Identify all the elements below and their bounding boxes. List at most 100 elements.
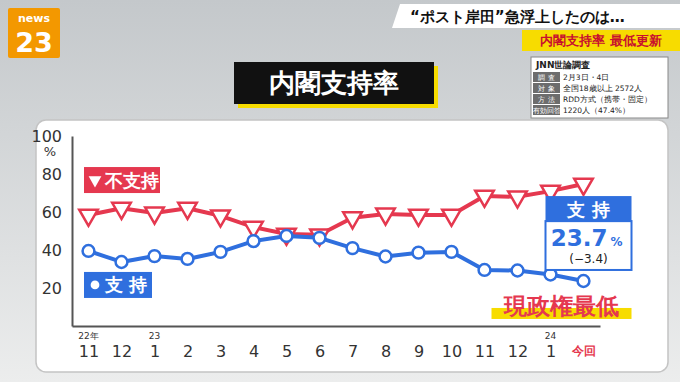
tick: 40 xyxy=(42,241,72,260)
tick: 3 xyxy=(216,326,226,361)
tick-label: 2 xyxy=(183,342,193,361)
callout-unit: % xyxy=(611,235,623,249)
y-unit: % xyxy=(44,144,56,159)
logo-box xyxy=(8,8,60,58)
tick-label: 5 xyxy=(282,342,292,361)
callout-value: 23.7 xyxy=(551,225,608,251)
marker xyxy=(182,253,194,265)
marker xyxy=(578,275,590,287)
survey-label: 対 象 xyxy=(538,85,554,93)
axis-line xyxy=(73,326,601,328)
tick-label: 80 xyxy=(42,165,62,184)
legend-entry: 不支持 xyxy=(84,167,160,193)
marker xyxy=(442,210,461,226)
tick-label: 12 xyxy=(508,342,528,361)
tick: 5 xyxy=(282,326,292,361)
tick-label: 今回 xyxy=(571,344,596,358)
marker xyxy=(281,230,293,242)
page: news23“ポスト岸田”急浮上したのは…内閣支持率 最低更新JNN世論調査調 … xyxy=(0,0,680,382)
legend-label: 支 持 xyxy=(104,274,147,295)
legend-box xyxy=(84,167,160,193)
tick: 8 xyxy=(381,326,391,361)
survey-label-cell xyxy=(533,105,560,115)
tick: 12 xyxy=(508,326,528,361)
marker xyxy=(376,209,395,225)
callout-body xyxy=(546,221,632,270)
marker xyxy=(116,256,128,268)
callout-change: (−3.4) xyxy=(569,252,608,266)
callout-label: 支 持 xyxy=(566,199,609,220)
tick-label: 4 xyxy=(249,342,259,361)
tick-label: 8 xyxy=(381,342,391,361)
survey-label-cell xyxy=(533,83,560,93)
survey-value: 2月3日・4日 xyxy=(563,73,609,82)
marker xyxy=(574,179,593,195)
header-bar xyxy=(392,4,680,28)
survey-label-cell xyxy=(533,94,560,104)
tick-label: 60 xyxy=(42,203,62,222)
plot-area xyxy=(79,179,593,287)
tick: 10 xyxy=(442,326,462,361)
tick-label: 6 xyxy=(315,342,325,361)
year-label: 23 xyxy=(149,331,160,341)
tick: 100 xyxy=(31,127,72,146)
tick-label: 40 xyxy=(42,241,62,260)
marker xyxy=(314,232,326,244)
marker xyxy=(145,208,164,224)
marker xyxy=(347,242,359,254)
tick: 12 xyxy=(112,326,132,361)
annotation: 現政権最低 xyxy=(503,293,619,319)
tick: 7 xyxy=(348,326,358,361)
legend-box xyxy=(84,272,152,298)
survey-value: RDD方式（携帯・固定） xyxy=(563,95,652,104)
title-box xyxy=(234,62,434,104)
tick-label: 100 xyxy=(31,127,62,146)
tick: 11 xyxy=(475,326,495,361)
tick-label: 10 xyxy=(442,342,462,361)
tick: 60 xyxy=(42,203,72,222)
logo-text: 23 xyxy=(15,27,53,58)
survey-value: 1220人（47.4%） xyxy=(563,106,630,115)
tick: 20 xyxy=(42,279,72,298)
survey-label: 方 法 xyxy=(538,96,554,104)
callout: 支 持 23.7%(−3.4) xyxy=(546,196,632,270)
tick: 6 xyxy=(315,326,325,361)
tag-text: 内閣支持率 最低更新 xyxy=(540,33,662,48)
survey-title: JNN世論調査 xyxy=(535,60,590,70)
y-axis: 20 40 60 80 100 xyxy=(31,127,72,327)
marker xyxy=(479,264,491,276)
tag-box xyxy=(522,30,680,51)
marker xyxy=(343,212,362,228)
marker xyxy=(277,229,296,245)
marker xyxy=(79,210,98,226)
tick: 80 xyxy=(42,165,72,184)
chart-title: 内閣支持率 xyxy=(269,68,399,98)
tick: 2 xyxy=(183,326,193,361)
chart-panel xyxy=(36,120,668,372)
series-line xyxy=(89,184,584,235)
tick: 4 xyxy=(249,326,259,361)
marker xyxy=(508,191,527,207)
tick: 9 xyxy=(414,326,424,361)
marker xyxy=(446,246,458,258)
marker xyxy=(409,210,428,226)
tick-label: 7 xyxy=(348,342,358,361)
legend-marker xyxy=(89,176,102,187)
tick-label: 1 xyxy=(150,342,160,361)
legend-entry: 支 持 xyxy=(84,272,152,298)
survey-value: 全国18歳以上 2572人 xyxy=(563,84,642,93)
marker xyxy=(211,210,230,226)
series-line xyxy=(89,236,584,281)
tick-label: 11 xyxy=(475,342,495,361)
x-axis: 11121234567891011121今回 xyxy=(73,326,601,361)
tick-label: 3 xyxy=(216,342,226,361)
marker xyxy=(512,265,524,277)
survey-box xyxy=(531,57,668,118)
marker xyxy=(83,245,95,257)
year-label: 22年 xyxy=(78,331,98,341)
marker xyxy=(310,229,329,245)
marker xyxy=(215,246,227,258)
headline: “ポスト岸田”急浮上したのは… xyxy=(410,8,625,26)
axis-line xyxy=(72,137,74,327)
survey-label-cell xyxy=(533,72,560,82)
